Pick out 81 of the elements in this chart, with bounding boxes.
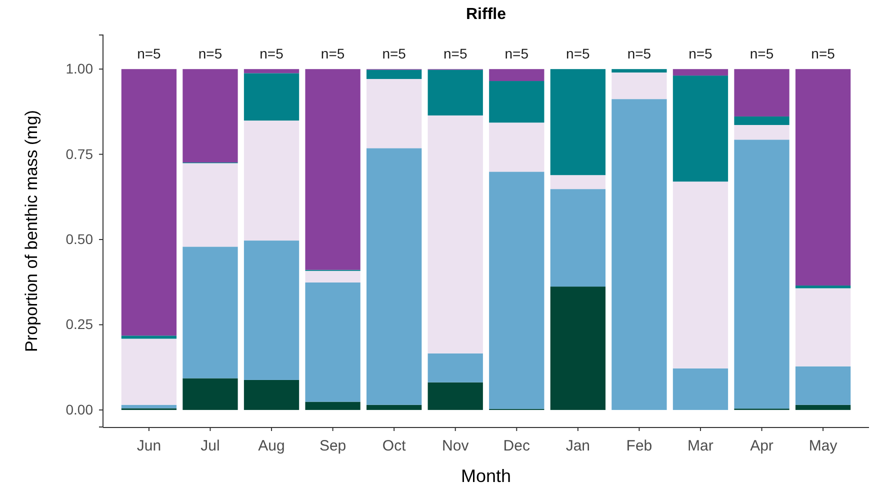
x-axis-title: Month — [460, 466, 512, 486]
y-tick-label: 1.00 — [66, 60, 94, 77]
annotation: n=5 — [443, 46, 468, 62]
annotation: n=5 — [320, 46, 345, 62]
annotation: n=5 — [382, 46, 406, 62]
x-tick-label: Jun — [136, 438, 162, 454]
bar — [672, 182, 728, 368]
y-tick-label: 0.75 — [66, 146, 94, 162]
bar — [672, 368, 728, 410]
bar — [795, 288, 851, 366]
bar — [612, 72, 667, 100]
bar — [428, 115, 483, 354]
bar — [244, 69, 300, 74]
annotation: n=5 — [260, 46, 284, 62]
annotation: n=5 — [137, 46, 162, 62]
y-tick-label: 0.25 — [66, 316, 94, 332]
x-tick-label: May — [808, 438, 838, 454]
bar — [305, 402, 360, 410]
bar — [489, 69, 544, 82]
bar — [366, 78, 422, 148]
annotation: n=5 — [504, 46, 529, 62]
x-tick-label: Aug — [258, 438, 285, 454]
bar — [305, 270, 360, 282]
bar — [366, 148, 422, 405]
bar — [121, 404, 177, 408]
bar — [305, 282, 360, 402]
bar — [550, 175, 606, 190]
annotation: n=5 — [627, 46, 652, 62]
bar — [795, 366, 851, 405]
bar — [489, 172, 544, 409]
y-tick-label: 0.50 — [66, 231, 94, 247]
bar — [550, 286, 606, 410]
bar — [734, 140, 790, 409]
bar — [244, 73, 300, 121]
bar — [182, 246, 238, 378]
bar — [672, 69, 728, 76]
y-axis-title: Proportion of benthic mass (mg) — [22, 110, 41, 352]
x-tick-label: Feb — [626, 438, 652, 454]
bar — [366, 404, 422, 410]
bar — [795, 286, 851, 288]
bar — [244, 380, 300, 410]
x-tick-label: Oct — [382, 438, 407, 454]
annotation: n=5 — [750, 46, 774, 62]
bar — [550, 189, 606, 287]
bar — [428, 382, 483, 410]
bar — [121, 338, 177, 405]
bar — [612, 69, 667, 72]
bar — [489, 122, 544, 172]
bar — [672, 76, 728, 182]
chart-title: Riffle — [466, 6, 506, 23]
bar — [121, 69, 177, 336]
bar — [428, 70, 483, 116]
bar — [612, 99, 667, 410]
annotation: n=5 — [566, 46, 590, 62]
x-tick-label: Jul — [200, 438, 220, 454]
bar — [182, 69, 238, 162]
bar — [734, 116, 790, 125]
x-tick-label: Jan — [566, 438, 590, 454]
bar — [182, 163, 238, 247]
bar — [734, 69, 790, 116]
bar — [795, 69, 851, 286]
annotation: n=5 — [198, 46, 222, 62]
bar — [550, 69, 606, 176]
x-tick-label: Nov — [442, 438, 470, 454]
x-tick-label: Mar — [688, 438, 714, 454]
bar — [489, 81, 544, 123]
bar — [734, 124, 790, 140]
x-tick-label: Apr — [750, 438, 774, 454]
bar — [244, 240, 300, 380]
x-tick-label: Dec — [503, 438, 530, 454]
bar — [366, 70, 422, 79]
bar — [244, 120, 300, 241]
bar — [795, 404, 851, 410]
annotation: n=5 — [688, 46, 713, 62]
y-tick-label: 0.00 — [66, 401, 94, 418]
bar — [428, 353, 483, 382]
bar — [121, 336, 177, 339]
x-tick-label: Sep — [319, 438, 346, 454]
bar — [305, 69, 360, 270]
annotation: n=5 — [811, 46, 836, 62]
bar — [182, 378, 238, 410]
